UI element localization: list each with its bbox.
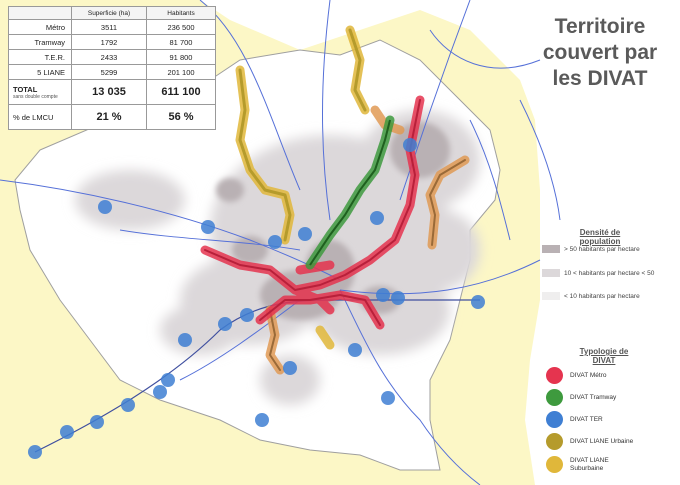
map-title: Territoire couvert par les DIVAT bbox=[542, 15, 658, 90]
density-low-swatch bbox=[542, 292, 560, 300]
typology-label: DIVAT TER bbox=[570, 415, 603, 423]
row-superficie: 1792 bbox=[71, 34, 147, 50]
density-legend-title: Densité de population bbox=[579, 228, 621, 246]
typology-label-wrap: DIVAT LIANE Suburbaine bbox=[570, 457, 609, 473]
typology-legend-title: Typologie de DIVAT bbox=[579, 347, 629, 365]
row-label: 5 LIANE bbox=[8, 64, 72, 80]
density-high-swatch bbox=[542, 245, 560, 253]
share-label: % de LMCU bbox=[8, 104, 72, 130]
row-label: Tramway bbox=[8, 34, 72, 50]
density-legend-item: 10 < habitants par hectare < 50 bbox=[542, 269, 654, 277]
ter-stations bbox=[28, 138, 485, 459]
total-label: TOTAL bbox=[13, 84, 38, 94]
row-label: Métro bbox=[8, 19, 72, 35]
share-habitants: 56 % bbox=[146, 104, 216, 130]
liane-suburbaine-dot-icon bbox=[546, 456, 563, 473]
row-habitants: 91 800 bbox=[146, 49, 216, 65]
liane-urbaine-dot-icon bbox=[546, 433, 563, 450]
row-superficie: 3511 bbox=[71, 19, 147, 35]
header-empty bbox=[8, 6, 72, 20]
typology-sublabel: Suburbaine bbox=[570, 464, 604, 472]
table-row: Tramway 1792 81 700 bbox=[8, 34, 216, 50]
row-habitants: 81 700 bbox=[146, 34, 216, 50]
density-legend-item: > 50 habitants par hectare bbox=[542, 245, 640, 253]
total-row: TOTAL sans double compte 13 035 611 100 bbox=[8, 79, 216, 105]
row-habitants: 236 500 bbox=[146, 19, 216, 35]
header-superficie: Superficie (ha) bbox=[71, 6, 147, 20]
row-label: T.E.R. bbox=[8, 49, 72, 65]
table-row: Métro 3511 236 500 bbox=[8, 19, 216, 35]
typology-label: DIVAT Tramway bbox=[570, 393, 617, 401]
typology-legend-item: DIVAT Tramway bbox=[546, 389, 616, 406]
density-legend-label: < 10 habitants par hectare bbox=[564, 292, 640, 300]
statistics-table: Superficie (ha) Habitants Métro 3511 236… bbox=[8, 6, 216, 130]
header-habitants: Habitants bbox=[146, 6, 216, 20]
typology-label: DIVAT Métro bbox=[570, 371, 607, 379]
typology-legend-item: DIVAT TER bbox=[546, 411, 603, 428]
total-sublabel: sans double compte bbox=[13, 93, 58, 100]
liane-urbaine-lines bbox=[238, 28, 367, 242]
roads bbox=[0, 0, 561, 485]
density-legend-label: > 50 habitants par hectare bbox=[564, 245, 640, 253]
row-habitants: 201 100 bbox=[146, 64, 216, 80]
typology-label: DIVAT LIANE Urbaine bbox=[570, 437, 634, 445]
typology-legend-item: DIVAT LIANE Urbaine bbox=[546, 433, 633, 450]
density-legend-label: 10 < habitants par hectare < 50 bbox=[564, 269, 655, 277]
typology-legend-item: DIVAT LIANE Suburbaine bbox=[546, 456, 609, 473]
total-habitants: 611 100 bbox=[146, 79, 216, 105]
metro-dot-icon bbox=[546, 367, 563, 384]
row-superficie: 5299 bbox=[71, 64, 147, 80]
density-medium-swatch bbox=[542, 269, 560, 277]
total-superficie: 13 035 bbox=[71, 79, 147, 105]
table-row: 5 LIANE 5299 201 100 bbox=[8, 64, 216, 80]
ter-dot-icon bbox=[546, 411, 563, 428]
total-label-cell: TOTAL sans double compte bbox=[8, 79, 72, 105]
share-superficie: 21 % bbox=[71, 104, 147, 130]
share-row: % de LMCU 21 % 56 % bbox=[8, 104, 216, 130]
typology-legend-item: DIVAT Métro bbox=[546, 367, 606, 384]
table-row: T.E.R. 2433 91 800 bbox=[8, 49, 216, 65]
tramway-dot-icon bbox=[546, 389, 563, 406]
density-legend-item: < 10 habitants par hectare bbox=[542, 292, 640, 300]
row-superficie: 2433 bbox=[71, 49, 147, 65]
typology-label: DIVAT LIANE bbox=[570, 456, 609, 464]
